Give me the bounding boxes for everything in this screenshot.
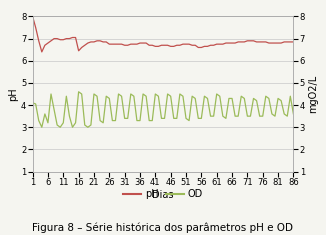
OD bbox=[163, 117, 167, 120]
Y-axis label: mgO2/L: mgO2/L bbox=[308, 75, 318, 113]
Text: Figura 8 – Série histórica dos parâmetros pH e OD: Figura 8 – Série histórica dos parâmetro… bbox=[33, 222, 293, 233]
OD bbox=[40, 126, 44, 129]
pH bbox=[233, 42, 237, 44]
pH bbox=[40, 51, 44, 53]
pH bbox=[255, 40, 259, 43]
pH bbox=[46, 42, 50, 44]
OD bbox=[61, 121, 65, 124]
Line: OD: OD bbox=[33, 92, 293, 127]
OD bbox=[77, 90, 81, 93]
OD bbox=[291, 113, 295, 115]
pH bbox=[159, 44, 163, 47]
OD bbox=[31, 102, 35, 104]
X-axis label: Dias: Dias bbox=[152, 190, 174, 200]
Legend: pH, OD: pH, OD bbox=[119, 185, 207, 203]
OD bbox=[258, 115, 261, 118]
OD bbox=[46, 121, 50, 124]
pH bbox=[37, 39, 41, 42]
OD bbox=[37, 119, 41, 122]
Line: pH: pH bbox=[33, 16, 293, 52]
pH bbox=[61, 38, 65, 41]
pH bbox=[291, 40, 295, 43]
pH bbox=[31, 15, 35, 18]
OD bbox=[236, 115, 240, 118]
Y-axis label: pH: pH bbox=[8, 87, 18, 101]
